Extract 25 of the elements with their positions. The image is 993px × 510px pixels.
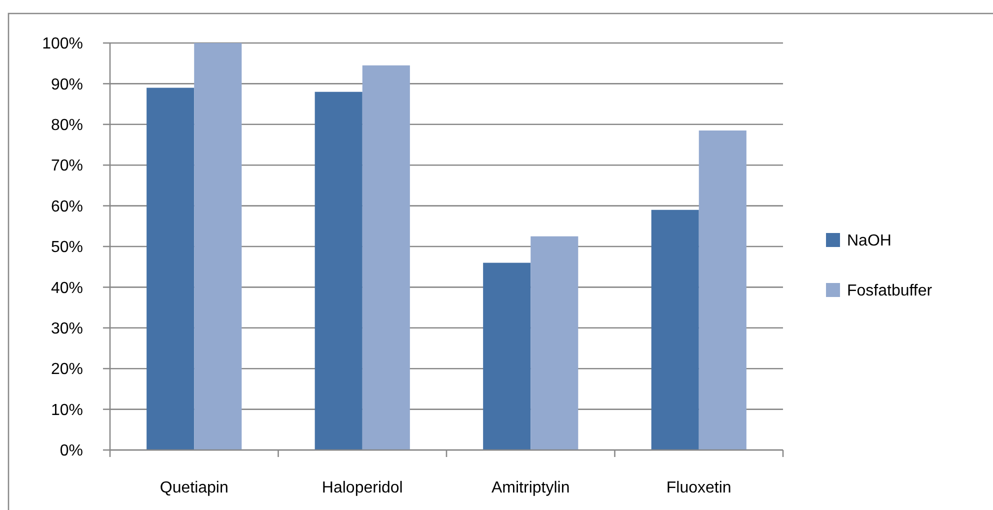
y-tick-label: 70% bbox=[50, 158, 83, 175]
bar bbox=[483, 262, 531, 450]
y-tick-label: 90% bbox=[50, 76, 83, 94]
bar bbox=[146, 88, 194, 450]
x-tick-label: Fluoxetin bbox=[666, 480, 732, 497]
y-tick-label: 0% bbox=[60, 442, 83, 460]
y-tick-label: 30% bbox=[50, 320, 83, 338]
y-tick-label: 10% bbox=[50, 402, 83, 419]
y-tick-label: 50% bbox=[50, 239, 83, 256]
bar bbox=[698, 130, 746, 450]
y-tick-label: 100% bbox=[42, 36, 83, 53]
y-tick-label: 40% bbox=[50, 280, 83, 297]
bar bbox=[530, 236, 578, 450]
y-tick-label: 60% bbox=[50, 198, 83, 216]
bar bbox=[314, 92, 362, 450]
x-tick-label: Haloperidol bbox=[322, 480, 403, 497]
x-tick-label: Amitriptylin bbox=[492, 480, 570, 497]
y-tick-label: 20% bbox=[50, 361, 83, 378]
x-tick-label: Quetiapin bbox=[160, 480, 228, 497]
bar bbox=[362, 65, 410, 450]
legend-label: NaOH bbox=[847, 232, 892, 250]
bar bbox=[651, 210, 699, 450]
y-tick-label: 80% bbox=[50, 117, 83, 134]
legend-label: Fosfatbuffer bbox=[847, 282, 933, 300]
bar bbox=[194, 43, 242, 450]
